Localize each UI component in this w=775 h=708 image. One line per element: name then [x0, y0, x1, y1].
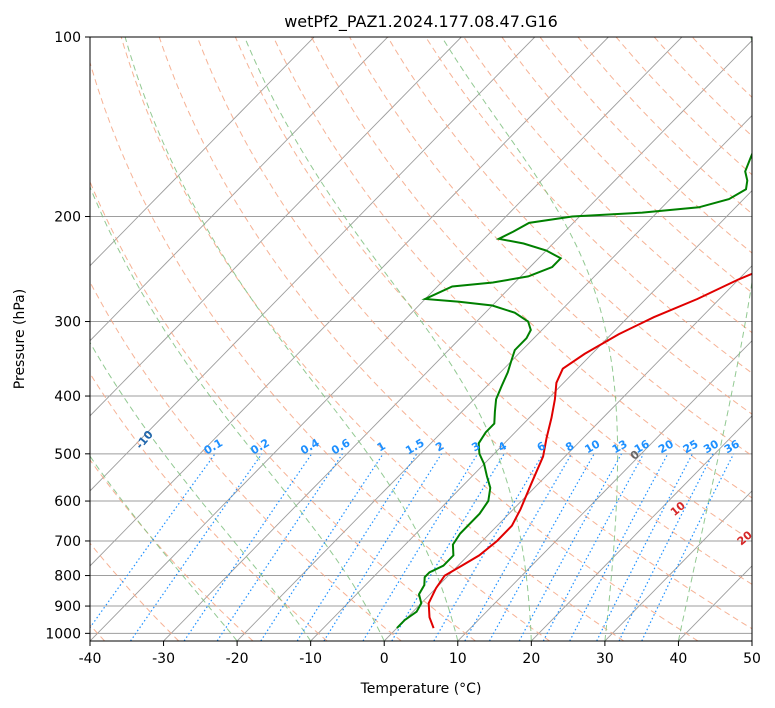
isotherm-line — [457, 340, 752, 641]
y-axis-label: Pressure (hPa) — [12, 289, 28, 389]
isotherm-line — [90, 37, 609, 567]
dry-adiabat-line — [120, 37, 625, 641]
isotherm-line — [236, 114, 752, 641]
y-tick-label: 300 — [54, 315, 81, 331]
mixing-ratio-line — [542, 453, 645, 641]
mixing-ratio-line — [641, 453, 735, 641]
mixing-ratio-line — [216, 453, 343, 641]
x-tick-label: 20 — [522, 651, 540, 667]
x-tick-label: -30 — [152, 651, 175, 667]
dry-adiabat-line — [196, 37, 752, 630]
y-tick-label: 500 — [54, 447, 81, 463]
y-tick-label: 1000 — [45, 626, 81, 642]
moist-adiabat-line — [244, 37, 532, 641]
x-tick-label: 10 — [449, 651, 467, 667]
mixing-ratio-line — [433, 453, 544, 641]
moist-adiabat-line — [677, 37, 752, 641]
isotherm-line — [751, 640, 752, 641]
isotherm-line — [310, 190, 752, 641]
dry-adiabat-line — [90, 60, 550, 641]
dry-adiabat-line — [425, 37, 752, 374]
x-tick-label: -10 — [299, 651, 322, 667]
background-lines — [90, 37, 752, 641]
y-tick-label: 900 — [54, 599, 81, 615]
chart-title: wetPf2_PAZ1.2024.177.08.47.G16 — [284, 12, 558, 32]
mixing-ratio-line — [183, 453, 313, 641]
isotherm-line — [90, 37, 389, 342]
mixing-ratio-line — [391, 453, 505, 641]
dry-adiabat-line — [158, 37, 699, 641]
x-tick-label: -20 — [226, 651, 249, 667]
x-tick-label: 50 — [743, 651, 761, 667]
moist-adiabat-line — [124, 37, 459, 641]
isotherm-line — [530, 415, 752, 641]
x-axis-label: Temperature (°C) — [360, 681, 482, 697]
dry-adiabat-line — [311, 37, 752, 499]
moist-adiabat-line — [90, 185, 385, 641]
isotherm-line — [163, 39, 752, 641]
mixing-ratio-line — [90, 453, 216, 629]
dry-adiabat-line — [272, 37, 752, 542]
isotherm-line — [604, 490, 752, 641]
dry-adiabat-line — [90, 280, 402, 641]
dry-adiabat-line — [463, 37, 752, 334]
x-tick-label: 0 — [380, 651, 389, 667]
y-tick-label: 200 — [54, 210, 81, 226]
dry-adiabat-label: -30 — [0, 367, 2, 391]
moist-adiabat-line — [441, 37, 619, 641]
dewpoint-profile — [396, 151, 752, 629]
x-tick-label: 30 — [596, 651, 614, 667]
x-tick-label: -40 — [79, 651, 102, 667]
mixing-ratio-line — [464, 453, 573, 641]
axis-ticks: -40 -30 -20 -10 0 10 20 30 40 50 100 200 300 400 500 60… — [45, 30, 761, 667]
y-tick-label: 100 — [54, 30, 81, 46]
isotherm-line — [90, 37, 683, 641]
mixing-ratio-line — [260, 453, 384, 641]
isotherm-line — [383, 265, 752, 641]
isotherm-line — [90, 37, 462, 417]
dry-adiabat-line — [539, 37, 752, 254]
isotherm-line — [90, 37, 536, 492]
mixing-ratio-line — [130, 453, 263, 641]
y-tick-label: 600 — [54, 494, 81, 510]
x-tick-label: 40 — [670, 651, 688, 667]
dry-adiabat-line — [234, 37, 752, 585]
mixing-ratio-line — [518, 453, 623, 641]
profiles — [396, 151, 752, 629]
y-tick-label: 400 — [54, 389, 81, 405]
plot-background — [90, 37, 752, 641]
moist-adiabat-line — [90, 455, 238, 641]
y-tick-label: 800 — [54, 569, 81, 585]
temperature-profile — [427, 272, 752, 629]
isotherm-line — [90, 37, 315, 267]
plot-frame — [89, 36, 753, 642]
y-tick-label: 700 — [54, 534, 81, 550]
dry-adiabat-line — [349, 37, 752, 457]
